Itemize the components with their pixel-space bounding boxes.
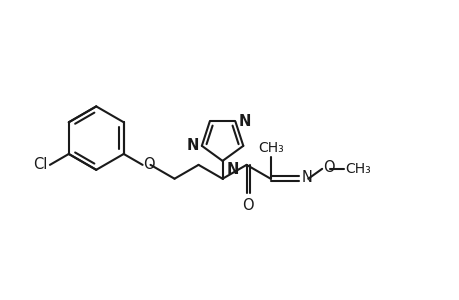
Text: CH₃: CH₃ [257, 141, 283, 155]
Text: N: N [186, 138, 198, 153]
Text: O: O [241, 198, 253, 213]
Text: O: O [143, 158, 155, 172]
Text: N: N [301, 170, 312, 185]
Text: O: O [322, 160, 334, 175]
Text: N: N [226, 162, 238, 177]
Text: N: N [238, 114, 250, 129]
Text: CH₃: CH₃ [344, 162, 370, 176]
Text: Cl: Cl [34, 158, 48, 172]
